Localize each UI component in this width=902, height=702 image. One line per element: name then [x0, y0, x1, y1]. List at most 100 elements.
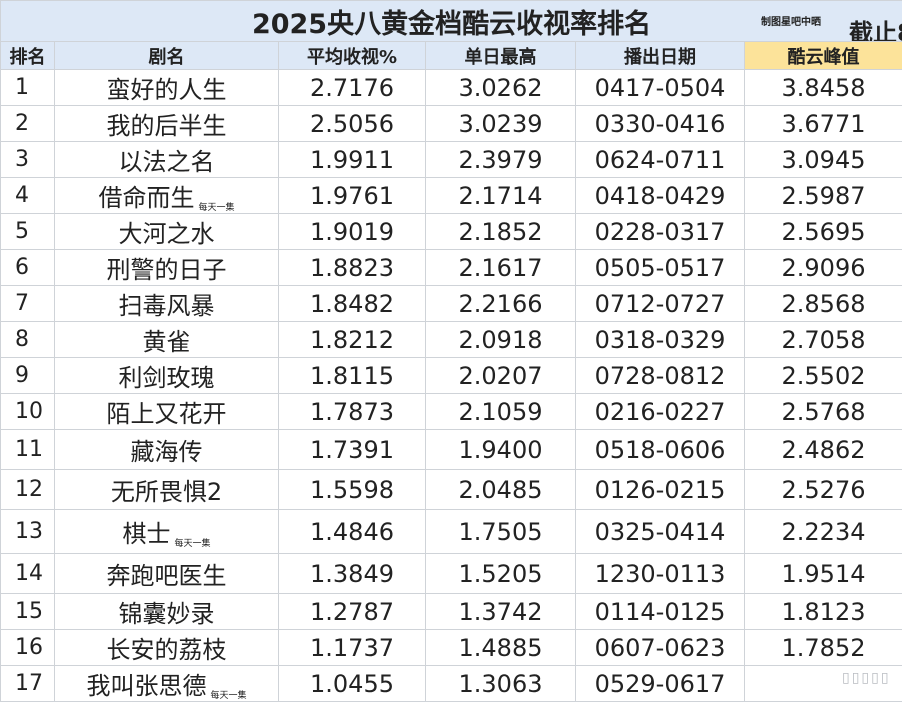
header-avg[interactable]: 平均收视% [279, 42, 426, 70]
avg-cell[interactable]: 1.2787 [279, 594, 426, 630]
air-dates-cell[interactable]: 0505-0517 [576, 250, 745, 286]
air-dates-cell[interactable]: 0712-0727 [576, 286, 745, 322]
name-cell[interactable]: 我的后半生 [55, 106, 279, 142]
air-dates-cell[interactable]: 1230-0113 [576, 554, 745, 594]
name-cell[interactable]: 无所畏惧2 [55, 470, 279, 510]
rank-cell[interactable]: 10 [1, 394, 55, 430]
avg-cell[interactable]: 1.9911 [279, 142, 426, 178]
name-cell[interactable]: 我叫张思德每天一集 [55, 666, 279, 702]
peak-cell[interactable]: 2.2234 [745, 510, 902, 554]
day-max-cell[interactable]: 2.0485 [426, 470, 576, 510]
peak-cell[interactable]: 1.9514 [745, 554, 902, 594]
name-cell[interactable]: 棋士每天一集 [55, 510, 279, 554]
avg-cell[interactable]: 1.3849 [279, 554, 426, 594]
rank-cell[interactable]: 8 [1, 322, 55, 358]
air-dates-cell[interactable]: 0325-0414 [576, 510, 745, 554]
header-name[interactable]: 剧名 [55, 42, 279, 70]
air-dates-cell[interactable]: 0624-0711 [576, 142, 745, 178]
rank-cell[interactable]: 14 [1, 554, 55, 594]
day-max-cell[interactable]: 2.1617 [426, 250, 576, 286]
air-dates-cell[interactable]: 0607-0623 [576, 630, 745, 666]
air-dates-cell[interactable]: 0728-0812 [576, 358, 745, 394]
name-cell[interactable]: 借命而生每天一集 [55, 178, 279, 214]
name-cell[interactable]: 蛮好的人生 [55, 70, 279, 106]
rank-cell[interactable]: 12 [1, 470, 55, 510]
day-max-cell[interactable]: 1.7505 [426, 510, 576, 554]
day-max-cell[interactable]: 2.2166 [426, 286, 576, 322]
title-cell[interactable]: 2025央八黄金档酷云收视率排名 制图星吧中晒 截止8.13 [1, 1, 902, 42]
name-cell[interactable]: 大河之水 [55, 214, 279, 250]
air-dates-cell[interactable]: 0216-0227 [576, 394, 745, 430]
air-dates-cell[interactable]: 0518-0606 [576, 430, 745, 470]
day-max-cell[interactable]: 2.0207 [426, 358, 576, 394]
peak-cell[interactable]: 2.5502 [745, 358, 902, 394]
air-dates-cell[interactable]: 0330-0416 [576, 106, 745, 142]
header-peak[interactable]: 酷云峰值 [745, 42, 902, 70]
day-max-cell[interactable]: 2.3979 [426, 142, 576, 178]
rank-cell[interactable]: 6 [1, 250, 55, 286]
name-cell[interactable]: 扫毒风暴 [55, 286, 279, 322]
peak-cell[interactable]: 1.8123 [745, 594, 902, 630]
avg-cell[interactable]: 2.5056 [279, 106, 426, 142]
peak-cell[interactable]: 2.5768 [745, 394, 902, 430]
day-max-cell[interactable]: 2.0918 [426, 322, 576, 358]
name-cell[interactable]: 长安的荔枝 [55, 630, 279, 666]
peak-cell[interactable]: 2.8568 [745, 286, 902, 322]
day-max-cell[interactable]: 1.9400 [426, 430, 576, 470]
day-max-cell[interactable]: 2.1852 [426, 214, 576, 250]
name-cell[interactable]: 藏海传 [55, 430, 279, 470]
avg-cell[interactable]: 1.7391 [279, 430, 426, 470]
rank-cell[interactable]: 15 [1, 594, 55, 630]
air-dates-cell[interactable]: 0114-0125 [576, 594, 745, 630]
name-cell[interactable]: 奔跑吧医生 [55, 554, 279, 594]
peak-cell[interactable]: 2.5695 [745, 214, 902, 250]
avg-cell[interactable]: 2.7176 [279, 70, 426, 106]
avg-cell[interactable]: 1.4846 [279, 510, 426, 554]
rank-cell[interactable]: 7 [1, 286, 55, 322]
name-cell[interactable]: 陌上又花开 [55, 394, 279, 430]
day-max-cell[interactable]: 2.1714 [426, 178, 576, 214]
day-max-cell[interactable]: 1.4885 [426, 630, 576, 666]
peak-cell[interactable]: 1.7852 [745, 630, 902, 666]
peak-cell[interactable]: 2.5276 [745, 470, 902, 510]
air-dates-cell[interactable]: 0318-0329 [576, 322, 745, 358]
avg-cell[interactable]: 1.9019 [279, 214, 426, 250]
day-max-cell[interactable]: 3.0262 [426, 70, 576, 106]
avg-cell[interactable]: 1.1737 [279, 630, 426, 666]
rank-cell[interactable]: 3 [1, 142, 55, 178]
rank-cell[interactable]: 4 [1, 178, 55, 214]
header-day-max[interactable]: 单日最高 [426, 42, 576, 70]
avg-cell[interactable]: 1.0455 [279, 666, 426, 702]
air-dates-cell[interactable]: 0529-0617 [576, 666, 745, 702]
rank-cell[interactable]: 5 [1, 214, 55, 250]
avg-cell[interactable]: 1.8212 [279, 322, 426, 358]
rank-cell[interactable]: 11 [1, 430, 55, 470]
header-air-dates[interactable]: 播出日期 [576, 42, 745, 70]
avg-cell[interactable]: 1.5598 [279, 470, 426, 510]
air-dates-cell[interactable]: 0418-0429 [576, 178, 745, 214]
day-max-cell[interactable]: 1.3742 [426, 594, 576, 630]
air-dates-cell[interactable]: 0126-0215 [576, 470, 745, 510]
name-cell[interactable]: 刑警的日子 [55, 250, 279, 286]
peak-cell[interactable]: 2.5987 [745, 178, 902, 214]
peak-cell[interactable]: 3.6771 [745, 106, 902, 142]
rank-cell[interactable]: 9 [1, 358, 55, 394]
name-cell[interactable]: 锦囊妙录 [55, 594, 279, 630]
header-rank[interactable]: 排名 [1, 42, 55, 70]
day-max-cell[interactable]: 2.1059 [426, 394, 576, 430]
avg-cell[interactable]: 1.8482 [279, 286, 426, 322]
rank-cell[interactable]: 17 [1, 666, 55, 702]
peak-cell[interactable]: 2.7058 [745, 322, 902, 358]
day-max-cell[interactable]: 1.5205 [426, 554, 576, 594]
rank-cell[interactable]: 2 [1, 106, 55, 142]
rank-cell[interactable]: 1 [1, 70, 55, 106]
name-cell[interactable]: 以法之名 [55, 142, 279, 178]
peak-cell[interactable]: 3.0945 [745, 142, 902, 178]
day-max-cell[interactable]: 1.3063 [426, 666, 576, 702]
avg-cell[interactable]: 1.7873 [279, 394, 426, 430]
name-cell[interactable]: 利剑玫瑰 [55, 358, 279, 394]
peak-cell[interactable]: 2.4862 [745, 430, 902, 470]
avg-cell[interactable]: 1.9761 [279, 178, 426, 214]
day-max-cell[interactable]: 3.0239 [426, 106, 576, 142]
avg-cell[interactable]: 1.8115 [279, 358, 426, 394]
